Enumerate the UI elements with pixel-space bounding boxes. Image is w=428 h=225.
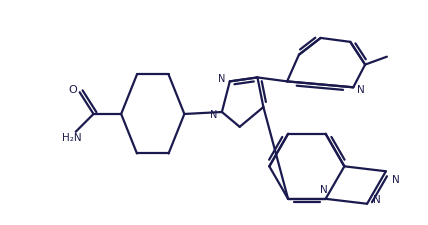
Text: N: N — [392, 174, 400, 184]
Text: O: O — [68, 85, 77, 95]
Text: N: N — [373, 194, 381, 204]
Text: N: N — [357, 85, 365, 95]
Text: H₂N: H₂N — [62, 132, 81, 142]
Text: N: N — [210, 110, 218, 119]
Text: N: N — [218, 74, 226, 84]
Text: N: N — [320, 184, 327, 194]
